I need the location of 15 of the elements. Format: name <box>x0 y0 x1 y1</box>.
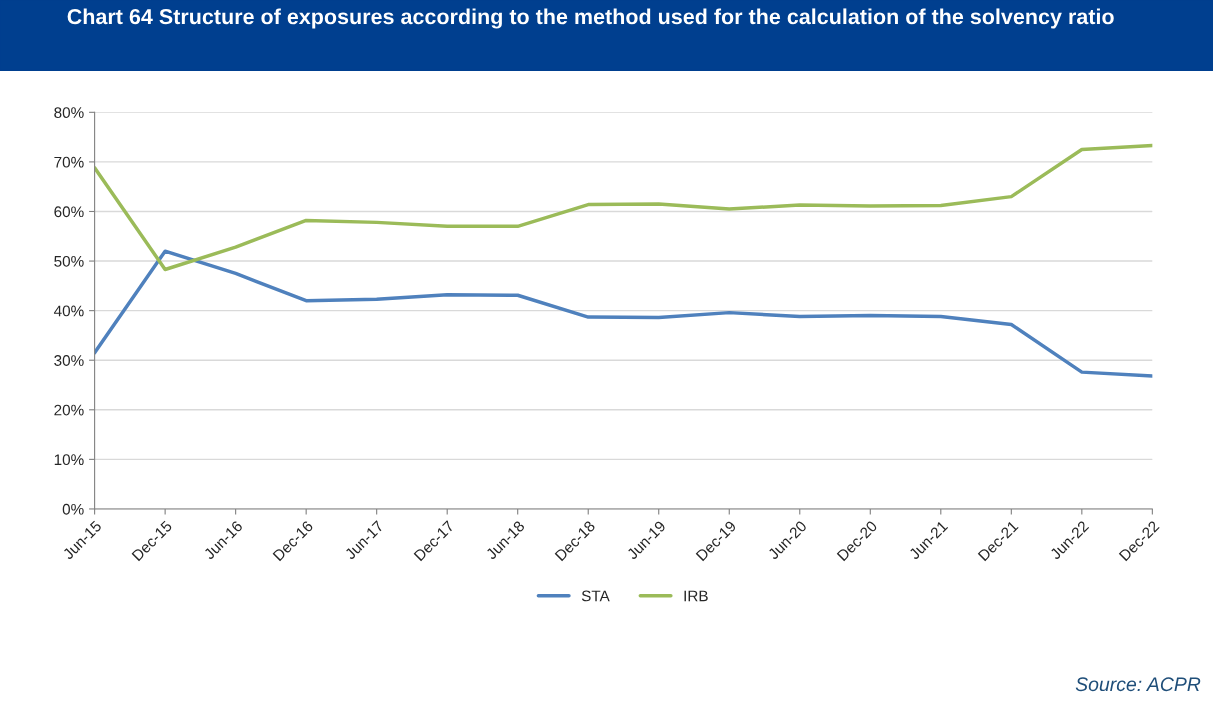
line-series <box>94 249 1153 378</box>
chart-title: Chart 64 Structure of exposures according to the method used for the calculation of the solvency ratio <box>67 8 1114 29</box>
legend-label: STA <box>581 590 610 602</box>
y-tick-label: 80% <box>54 107 84 119</box>
y-tick-label: 60% <box>54 206 84 218</box>
legend-label: IRB <box>684 590 708 602</box>
line-series <box>94 143 1153 272</box>
y-tick-label: 0% <box>62 503 84 515</box>
y-tick-label: 50% <box>54 255 84 267</box>
y-tick-label: 10% <box>54 454 84 466</box>
y-tick-label: 30% <box>54 355 84 366</box>
y-tick-label: 40% <box>53 305 84 317</box>
y-tick-label: 20% <box>54 404 84 416</box>
source-note: Source: ACPR <box>1075 677 1201 692</box>
y-tick-label: 70% <box>54 156 84 168</box>
